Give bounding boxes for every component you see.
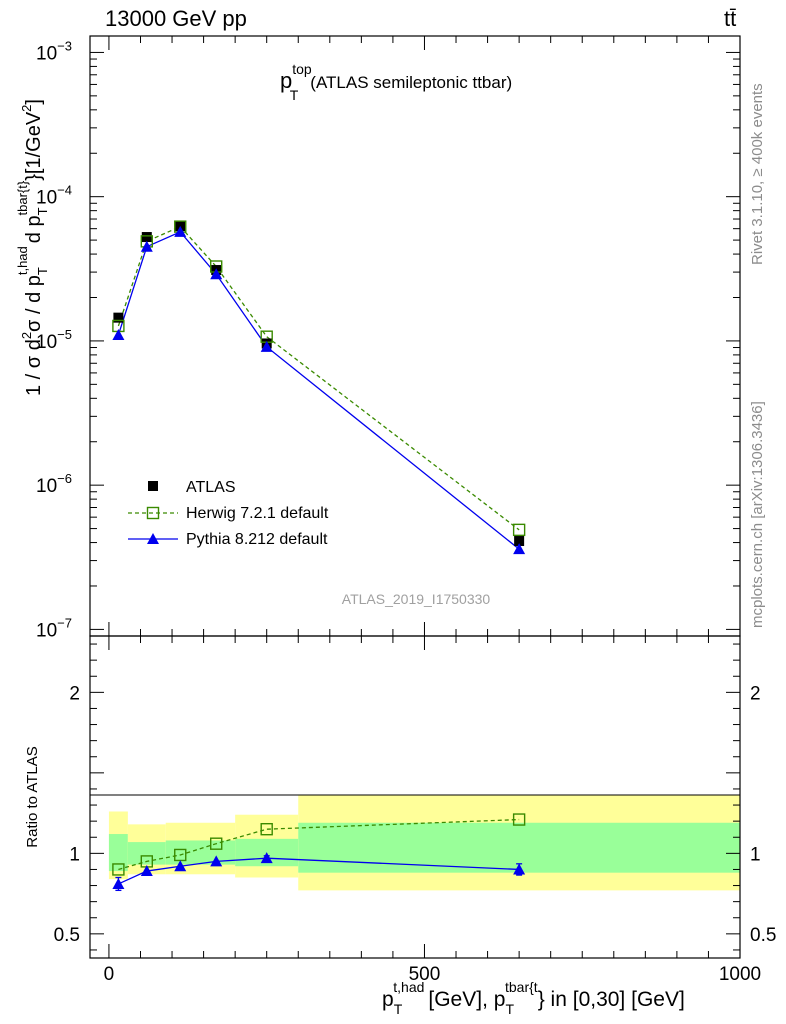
main-pythia-point	[140, 240, 153, 252]
main-pythia-point	[112, 328, 125, 340]
main-series-lines	[117, 225, 520, 550]
main-herwig-point	[512, 523, 526, 537]
ratio-herwig-point	[512, 813, 526, 826]
main-atlas-point	[514, 536, 525, 547]
main-ylabel-supHad: t,had	[15, 246, 30, 275]
main-title-p: p	[280, 68, 292, 93]
main-ytick-label: 10−7	[36, 615, 72, 641]
xlabel-supHad: t,had	[393, 979, 424, 995]
main-ytick-exp: −6	[57, 471, 72, 486]
xlabel-subT2: T	[505, 1001, 514, 1017]
main-ytick-exp: −4	[57, 183, 72, 198]
main-ylabel-sup2b: 2	[19, 105, 34, 112]
main-ytick-label: 10−5	[36, 327, 72, 353]
header-left: 13000 GeV pp	[105, 6, 247, 31]
ratio-line-0	[118, 818, 520, 871]
header-right: tt̄	[724, 6, 736, 31]
main-ylabel-p4: }[1/GeV	[23, 111, 45, 181]
legend-atlas-marker	[148, 481, 158, 491]
legend-atlas-label: ATLAS	[186, 479, 236, 496]
ratio-pythia-point	[140, 865, 153, 877]
ratio-herwig-point	[210, 837, 223, 850]
main-pythia-point	[210, 268, 223, 280]
ratio-ytick-label-left: 2	[69, 683, 80, 704]
main-pythia-point	[513, 543, 526, 555]
analysis-watermark: ATLAS_2019_I1750330	[342, 591, 491, 607]
main-title: ptop T (ATLAS semileptonic ttbar)	[280, 61, 512, 103]
main-line-2	[117, 231, 520, 550]
ratio-pythia-point	[112, 877, 125, 889]
main-ylabel-supTbar: tbar{t}	[15, 180, 30, 215]
main-ytick-base: 10	[36, 43, 57, 64]
ratio-uncertainty-bands	[108, 795, 740, 891]
legend-herwig-label: Herwig 7.2.1 default	[186, 505, 329, 522]
legend-herwig-marker	[146, 506, 160, 520]
ratio-pythia-point	[260, 852, 273, 864]
xlabel-p1: p	[382, 988, 394, 1011]
main-title-sup: top	[292, 61, 312, 77]
ratio-pythia-point	[210, 855, 223, 867]
main-line-1	[117, 225, 520, 531]
main-title-sub: T	[290, 87, 299, 103]
ratio-pythia-point	[174, 860, 187, 872]
ratio-ytick-label-right: 0.5	[750, 925, 776, 946]
main-ytick-exp: −5	[57, 327, 72, 342]
main-ylabel-subT2: T	[35, 207, 50, 215]
ratio-ytick-label-right: 1	[750, 844, 761, 865]
ratio-series-lines	[118, 818, 520, 885]
main-ytick-exp: −3	[57, 38, 72, 53]
main-ylabel-p5: ]	[23, 99, 45, 105]
main-ytick-base: 10	[36, 188, 57, 209]
ratio-axes: 2 2 1 1 0.5 0.5 0 500 1000	[54, 636, 776, 985]
main-ylabel: 1 / σ d2σ / d pTt,hadd pTtbar{t}}[1/GeV2…	[15, 99, 50, 396]
ratio-stat-band	[127, 842, 166, 865]
main-ytick-label: 10−3	[36, 38, 72, 64]
ratio-herwig-point	[260, 823, 273, 836]
main-ytick-base: 10	[36, 476, 57, 497]
ratio-ytick-label-right: 2	[750, 683, 761, 704]
ratio-pythia-point	[513, 863, 526, 875]
ratio-series-marks	[112, 813, 526, 892]
main-series-marks	[112, 220, 526, 555]
ratio-ytick-label-left: 0.5	[54, 925, 80, 946]
xlabel-p2: [GeV], p	[428, 988, 505, 1011]
xlabel-supTbar: tbar{t	[505, 979, 538, 995]
legend-pythia-label: Pythia 8.212 default	[186, 531, 328, 548]
main-ylabel-p2: σ / d p	[23, 275, 45, 332]
main-title-suffix: (ATLAS semileptonic ttbar)	[310, 73, 512, 92]
ratio-line-1	[118, 857, 520, 885]
mcplots-side-text: mcplots.cern.ch [arXiv:1306.3436]	[749, 401, 766, 628]
main-ylabel-sup2: 2	[19, 332, 34, 339]
ratio-plot-frame	[89, 635, 741, 959]
main-ytick-label: 10−4	[36, 183, 72, 209]
main-atlas-point	[113, 312, 124, 323]
xlabel-p3: } in [0,30] [GeV]	[538, 988, 685, 1011]
main-pythia-point	[260, 340, 273, 352]
ratio-xtick-label: 1000	[719, 964, 761, 985]
ratio-xtick-label: 0	[104, 964, 115, 985]
main-ytick-exp: −7	[57, 615, 72, 630]
ratio-xlabel: pTt,had[GeV], pTtbar{t} in [0,30] [GeV]	[382, 979, 685, 1017]
main-ylabel-p1: 1 / σ d	[23, 339, 45, 396]
ratio-ylabel: Ratio to ATLAS	[24, 746, 41, 847]
main-ytick-label: 10−6	[36, 471, 72, 497]
rivet-side-text: Rivet 3.1.10, ≥ 400k events	[749, 83, 766, 265]
ratio-xtick-label: 500	[409, 964, 441, 985]
main-atlas-point	[141, 232, 152, 243]
legend-pythia-marker	[147, 533, 159, 544]
ratio-ytick-label-left: 1	[69, 844, 80, 865]
legend: ATLAS Herwig 7.2.1 default Pythia 8.212 …	[128, 479, 329, 548]
xlabel-subT1: T	[394, 1001, 403, 1017]
main-ytick-base: 10	[36, 332, 57, 353]
ratio-herwig-point	[112, 863, 125, 876]
main-ytick-base: 10	[36, 620, 57, 641]
ratio-stat-band	[108, 834, 128, 872]
main-ylabel-subT1: T	[35, 267, 50, 275]
main-axes: 10−310−410−510−610−7	[36, 36, 741, 641]
main-pythia-point	[174, 225, 187, 237]
main-ylabel-p3: d p	[23, 215, 45, 243]
